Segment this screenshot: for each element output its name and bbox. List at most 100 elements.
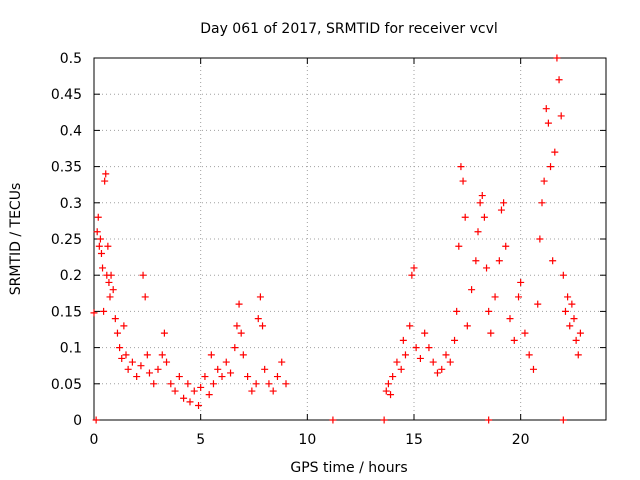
data-point	[97, 249, 105, 257]
y-tick-label: 0.2	[60, 268, 82, 284]
data-point	[485, 307, 493, 315]
data-point	[95, 242, 103, 250]
data-point	[235, 300, 243, 308]
y-tick-label: 0.05	[51, 377, 82, 393]
data-point	[248, 387, 256, 395]
data-point	[167, 380, 175, 388]
data-point	[380, 416, 388, 424]
data-point	[269, 387, 277, 395]
data-point	[553, 54, 561, 62]
data-point	[92, 416, 100, 424]
data-point	[145, 369, 153, 377]
data-point	[529, 365, 537, 373]
y-tick-label: 0.35	[51, 160, 82, 176]
data-point	[401, 351, 409, 359]
data-point	[137, 362, 145, 370]
data-point	[133, 373, 141, 381]
data-point	[107, 271, 115, 279]
x-tick-label: 15	[405, 432, 423, 448]
axis-ticks: 0 5 10 15 20 0 0.05 0.1 0.15 0.2 0.25 0.3 0.35 0.4 0.4…	[51, 51, 606, 448]
data-point	[559, 416, 567, 424]
y-axis-label: SRMTID / TECUs	[8, 183, 24, 296]
data-point	[540, 177, 548, 185]
data-point	[534, 300, 542, 308]
data-point	[190, 387, 198, 395]
data-point	[517, 278, 525, 286]
data-point	[476, 199, 484, 207]
data-point	[171, 387, 179, 395]
data-point	[561, 307, 569, 315]
data-point	[254, 315, 262, 323]
data-point	[468, 286, 476, 294]
data-point	[574, 351, 582, 359]
x-tick-label: 0	[90, 432, 99, 448]
data-point	[549, 257, 557, 265]
data-point	[547, 163, 555, 171]
y-tick-label: 0.4	[60, 123, 82, 139]
data-point	[158, 351, 166, 359]
data-point	[101, 177, 109, 185]
x-tick-label: 20	[512, 432, 530, 448]
data-point	[459, 177, 467, 185]
data-point	[453, 307, 461, 315]
data-point	[139, 271, 147, 279]
data-point	[231, 344, 239, 352]
x-tick-label: 5	[196, 432, 205, 448]
y-tick-label: 0.3	[60, 196, 82, 212]
data-point	[278, 358, 286, 366]
data-point	[237, 329, 245, 337]
data-point	[478, 192, 486, 200]
data-point	[425, 344, 433, 352]
data-point	[387, 391, 395, 399]
data-point	[102, 170, 110, 178]
data-point	[451, 336, 459, 344]
data-point	[186, 398, 194, 406]
data-point	[572, 336, 580, 344]
data-point	[239, 351, 247, 359]
data-point	[120, 322, 128, 330]
data-point	[555, 76, 563, 84]
data-point	[94, 213, 102, 221]
data-point	[399, 336, 407, 344]
data-point	[163, 358, 171, 366]
data-point	[412, 344, 420, 352]
data-point	[150, 380, 158, 388]
data-point	[393, 358, 401, 366]
data-point	[105, 278, 113, 286]
data-point	[576, 329, 584, 337]
data-point	[244, 373, 252, 381]
data-point	[564, 293, 572, 301]
data-point	[406, 322, 414, 330]
chart-title: Day 061 of 2017, SRMTID for receiver vcv…	[200, 21, 498, 37]
data-point	[515, 293, 523, 301]
data-point	[259, 322, 267, 330]
data-point	[521, 329, 529, 337]
y-tick-label: 0.25	[51, 232, 82, 248]
data-point	[408, 271, 416, 279]
data-point	[233, 322, 241, 330]
data-point	[485, 416, 493, 424]
data-point	[389, 373, 397, 381]
data-point	[474, 228, 482, 236]
data-points	[90, 54, 584, 424]
data-point	[207, 351, 215, 359]
data-point	[222, 358, 230, 366]
data-point	[480, 213, 488, 221]
data-point	[497, 206, 505, 214]
x-tick-label: 10	[298, 432, 316, 448]
data-point	[500, 199, 508, 207]
data-point	[463, 322, 471, 330]
data-point	[491, 293, 499, 301]
data-point	[118, 354, 126, 362]
data-point	[227, 369, 235, 377]
data-point	[457, 163, 465, 171]
data-point	[329, 416, 337, 424]
data-point	[421, 329, 429, 337]
data-point	[99, 264, 107, 272]
y-tick-label: 0.1	[60, 341, 82, 357]
data-point	[551, 148, 559, 156]
data-point	[160, 329, 168, 337]
data-point	[195, 402, 203, 410]
data-point	[410, 264, 418, 272]
data-point	[487, 329, 495, 337]
